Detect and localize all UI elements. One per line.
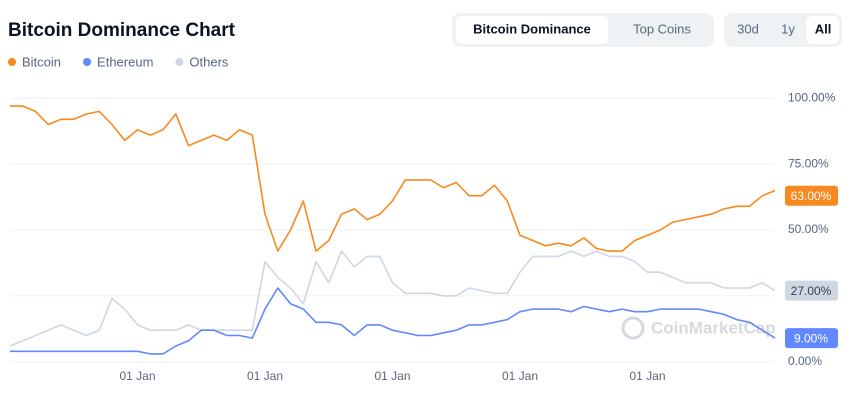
- legend-label[interactable]: Bitcoin: [22, 54, 61, 69]
- legend-marker: [175, 58, 184, 66]
- range-button[interactable]: All: [815, 21, 832, 36]
- legend-label[interactable]: Others: [189, 54, 229, 69]
- range-button[interactable]: 30d: [737, 21, 759, 36]
- value-badge-label: 63.00%: [791, 189, 832, 203]
- tab-active-bg: [456, 16, 608, 44]
- series-line: [10, 105, 776, 252]
- y-tick-label: 100.00%: [788, 90, 836, 104]
- value-badge: [785, 328, 838, 349]
- x-tick-label: 01 Jan: [247, 369, 283, 383]
- range-active-bg: [806, 16, 839, 44]
- legend-marker: [8, 58, 16, 66]
- x-tick-label: 01 Jan: [502, 369, 538, 383]
- value-badge: [785, 185, 838, 206]
- value-badge-label: 27.00%: [791, 284, 832, 298]
- value-badge: [785, 280, 838, 301]
- y-tick-label: 0.00%: [788, 354, 822, 368]
- y-tick-label: 50.00%: [788, 222, 829, 236]
- series-line: [10, 287, 776, 355]
- tab[interactable]: Bitcoin Dominance: [473, 21, 591, 36]
- y-tick-label: 75.00%: [788, 156, 829, 170]
- legend-label[interactable]: Ethereum: [97, 54, 153, 69]
- series-line: [9, 250, 776, 347]
- legend-marker: [83, 58, 92, 66]
- tab[interactable]: Top Coins: [633, 21, 691, 36]
- x-tick-label: 01 Jan: [119, 369, 155, 383]
- x-tick-label: 01 Jan: [374, 369, 410, 383]
- chart-title: Bitcoin Dominance Chart: [8, 20, 236, 41]
- range-button[interactable]: 1y: [781, 21, 795, 36]
- watermark-text: CoinMarketCap: [651, 318, 776, 337]
- value-badge-label: 9.00%: [794, 331, 828, 345]
- x-tick-label: 01 Jan: [629, 369, 665, 383]
- watermark: CoinMarketCap: [621, 316, 776, 340]
